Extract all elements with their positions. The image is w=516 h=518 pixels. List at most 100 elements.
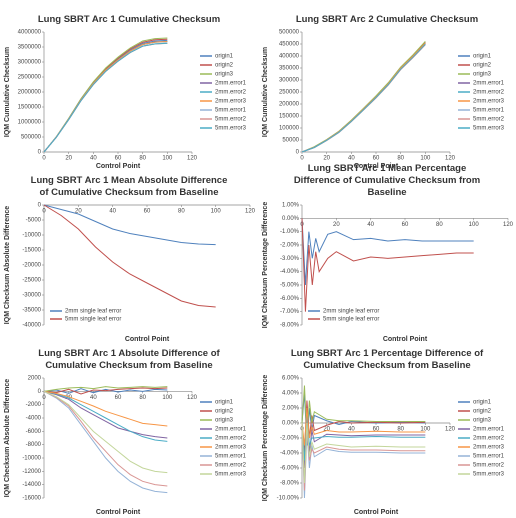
y-axis-title: IQM Cumulative Checksum xyxy=(262,47,269,137)
x-tick-label: 0 xyxy=(42,156,46,162)
y-tick-label: -12000 xyxy=(22,469,41,475)
legend-label: origin2 xyxy=(215,63,234,69)
legend-label: 5mm.error2 xyxy=(215,463,247,469)
y-tick-label: -25000 xyxy=(22,278,41,284)
series-line xyxy=(43,37,168,153)
series-line xyxy=(43,41,168,153)
legend-label: origin1 xyxy=(215,400,234,406)
x-tick-label: 120 xyxy=(245,209,256,215)
y-tick-label: 450000 xyxy=(279,42,300,48)
y-tick-label: -15000 xyxy=(22,248,41,254)
x-tick-label: 60 xyxy=(373,427,380,433)
x-axis-title: Control Point xyxy=(354,509,399,516)
series-line xyxy=(43,390,168,487)
x-tick-label: 80 xyxy=(139,395,146,401)
chart-title: Lung SBRT Arc 1 Mean Percentage Differen… xyxy=(293,163,481,198)
series-line xyxy=(43,390,168,427)
legend-label: 5mm.error1 xyxy=(473,108,505,114)
y-tick-label: 500000 xyxy=(279,30,300,36)
series-line xyxy=(43,40,168,153)
legend-label: 2mm.error1 xyxy=(473,427,505,433)
x-tick-label: 100 xyxy=(162,395,173,401)
chart-title: Lung SBRT Arc 2 Cumulative Checksum xyxy=(295,14,479,25)
chart: -10.00% -8.00% -6.00% -4.00% -2.00% 0.00% 2.00… xyxy=(262,375,505,516)
y-tick-label: -4.00% xyxy=(280,451,300,457)
x-tick-label: 100 xyxy=(211,209,222,215)
x-tick-label: 20 xyxy=(333,222,340,228)
x-tick-label: 20 xyxy=(323,427,330,433)
legend-label: 5mm.error3 xyxy=(215,126,247,132)
x-axis-title: Control Point xyxy=(383,336,428,343)
chart-panel: Lung SBRT Arc 1 Absolute Difference of C… xyxy=(0,346,258,518)
legend-label: 2mm.error2 xyxy=(215,90,247,96)
y-tick-label: -6.00% xyxy=(280,296,300,302)
y-tick-label: 250000 xyxy=(279,90,300,96)
x-tick-label: 100 xyxy=(420,427,431,433)
series-line xyxy=(301,218,474,286)
series-line xyxy=(301,41,426,153)
y-tick-label: 400000 xyxy=(279,54,300,60)
chart: -40000 -35000 -30000 -25000 -20000 -15000 -100… xyxy=(4,203,256,343)
series-line xyxy=(43,204,216,308)
legend-label: 2mm single leaf error xyxy=(323,309,379,315)
y-tick-label: -3.00% xyxy=(280,256,300,262)
legend-label: origin2 xyxy=(473,409,492,415)
series-line xyxy=(43,390,168,439)
y-tick-label: 2.00% xyxy=(282,406,300,412)
y-tick-label: -6000 xyxy=(26,429,42,435)
x-tick-label: 40 xyxy=(90,156,97,162)
y-tick-label: 200000 xyxy=(279,102,300,108)
chart-title: Lung SBRT Arc 1 Mean Absolute Difference… xyxy=(30,175,228,198)
y-axis-title: IQM Checksum Absolute Difference xyxy=(4,379,11,497)
y-tick-label: -10.00% xyxy=(277,496,300,502)
y-tick-label: 350000 xyxy=(279,66,300,72)
series-line xyxy=(301,43,426,153)
legend-label: origin2 xyxy=(473,63,492,69)
y-tick-label: -2.00% xyxy=(280,243,300,249)
legend-label: 5mm single leaf error xyxy=(323,317,379,323)
series-line xyxy=(43,390,168,474)
x-tick-label: 40 xyxy=(367,222,374,228)
y-tick-label: -7.00% xyxy=(280,309,300,315)
series-line xyxy=(301,42,426,153)
series-line xyxy=(43,204,216,246)
legend-label: origin1 xyxy=(215,54,234,60)
y-tick-label: -20000 xyxy=(22,263,41,269)
series-line xyxy=(43,386,168,392)
chart: -8.00% -7.00% -6.00% -5.00% -4.00% -3.00% -2.0… xyxy=(262,202,514,343)
chart: -16000 -14000 -12000 -10000 -8000 -6000 -4000 -… xyxy=(4,376,247,516)
series-line xyxy=(43,387,168,395)
series-line xyxy=(301,42,426,153)
legend-label: 5mm.error1 xyxy=(473,454,505,460)
series-line xyxy=(43,42,168,153)
series-line xyxy=(301,400,426,454)
x-tick-label: 120 xyxy=(445,156,456,162)
legend-label: 2mm.error1 xyxy=(215,427,247,433)
series-line xyxy=(301,41,426,153)
legend-label: 2mm.error3 xyxy=(215,99,247,105)
series-line xyxy=(301,385,426,439)
legend-label: 2mm.error1 xyxy=(215,81,247,87)
x-tick-label: 60 xyxy=(115,395,122,401)
y-tick-label: 3000000 xyxy=(18,60,42,66)
legend-label: 5mm.error2 xyxy=(473,117,505,123)
x-tick-label: 120 xyxy=(503,222,514,228)
x-tick-label: 40 xyxy=(348,156,355,162)
y-axis-title: IQM Checksum Percentage Difference xyxy=(262,375,269,502)
y-tick-label: 2000000 xyxy=(18,90,42,96)
x-tick-label: 60 xyxy=(373,156,380,162)
y-tick-label: 1.00% xyxy=(282,203,300,209)
x-tick-label: 100 xyxy=(469,222,480,228)
x-tick-label: 80 xyxy=(397,156,404,162)
y-tick-label: 100000 xyxy=(279,126,300,132)
series-line xyxy=(301,43,426,153)
legend-label: 5mm.error2 xyxy=(473,463,505,469)
y-tick-label: 0 xyxy=(38,389,42,395)
x-tick-label: 100 xyxy=(420,156,431,162)
x-tick-label: 40 xyxy=(90,395,97,401)
x-tick-label: 20 xyxy=(323,156,330,162)
legend-label: 5mm.error2 xyxy=(215,117,247,123)
legend-label: 2mm.error2 xyxy=(473,436,505,442)
y-tick-label: -6.00% xyxy=(280,466,300,472)
x-axis-title: Control Point xyxy=(96,509,141,516)
